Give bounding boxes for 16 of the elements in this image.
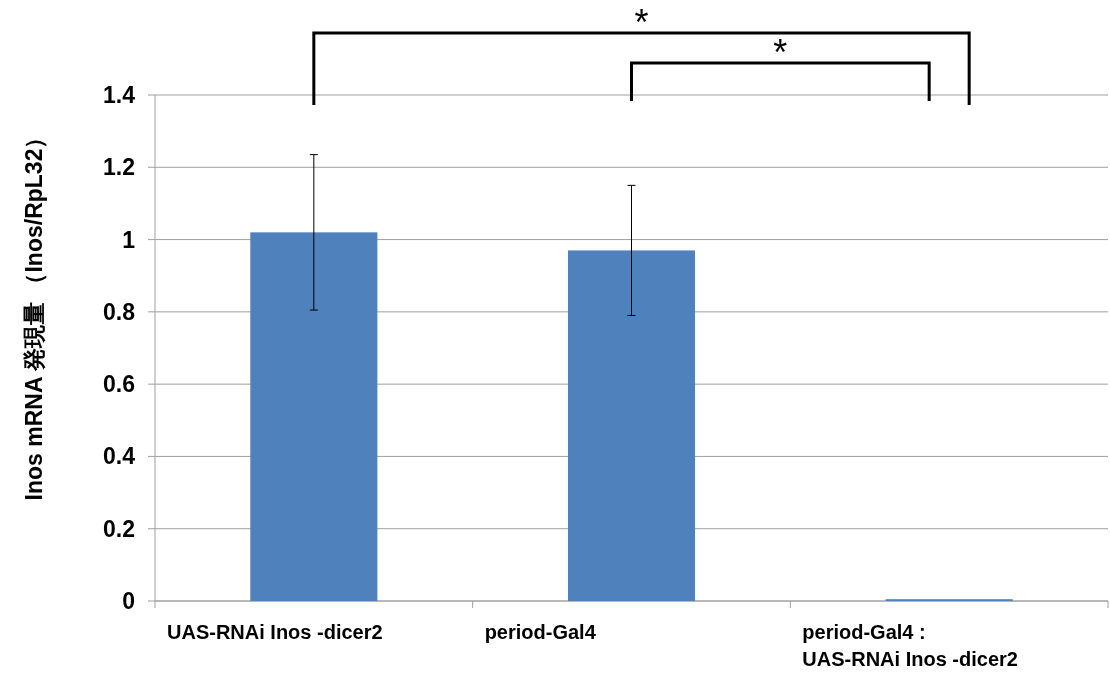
y-tick-label: 1.4 bbox=[103, 82, 136, 108]
text: * bbox=[773, 32, 788, 73]
bar bbox=[567, 250, 696, 601]
x-tick-label: period-Gal4 : UAS-RNAi Inos -dicer2 bbox=[802, 621, 1018, 670]
x-tick-label: UAS-RNAi Inos -dicer2 bbox=[167, 621, 383, 643]
bar bbox=[250, 232, 378, 601]
y-tick-label: 1 bbox=[122, 226, 136, 253]
y-tick-label: 0.8 bbox=[103, 298, 136, 325]
y-axis-title: Inos mRNA 発現量 （Inos/RpL32） bbox=[21, 125, 47, 501]
y-tick-label: 1.2 bbox=[103, 154, 135, 181]
y-tick-label: 0.4 bbox=[103, 443, 136, 470]
x-tick-label: period-Gal4 bbox=[484, 621, 597, 643]
y-tick-label: 0 bbox=[122, 588, 135, 614]
text: * bbox=[634, 2, 649, 43]
y-tick-label: 0.2 bbox=[103, 515, 135, 542]
y-tick-label: 0.6 bbox=[103, 371, 135, 398]
